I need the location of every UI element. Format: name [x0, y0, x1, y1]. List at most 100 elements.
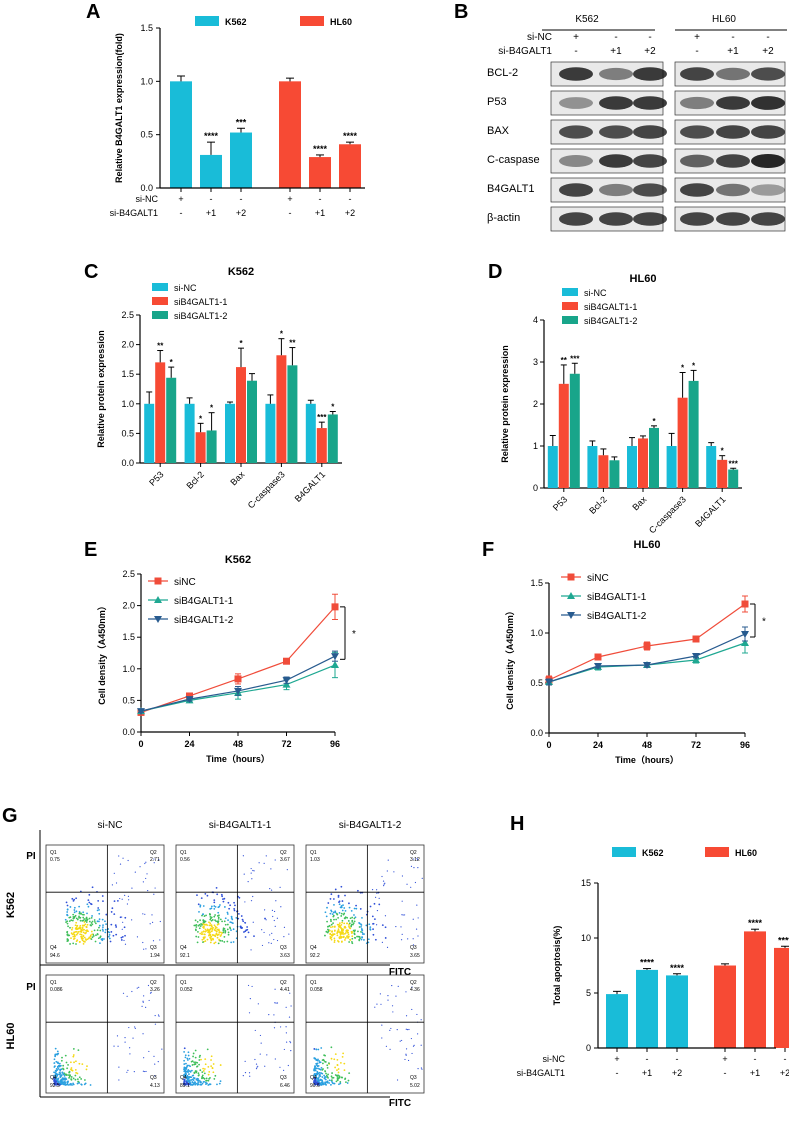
- flow-event: [229, 904, 232, 907]
- flow-event: [339, 931, 342, 934]
- quadrant-value: 3.12: [410, 857, 420, 863]
- flow-event: [217, 923, 220, 925]
- flow-event: [214, 905, 217, 908]
- flow-event: [126, 995, 128, 997]
- flow-event: [239, 926, 242, 929]
- flow-event: [283, 1069, 285, 1071]
- flow-event: [317, 1076, 320, 1079]
- x-tick-label: C-caspase3: [647, 494, 688, 535]
- flow-event: [269, 888, 271, 890]
- flow-event: [145, 861, 147, 863]
- flow-event: [322, 1068, 324, 1070]
- flow-event: [148, 1050, 150, 1053]
- y-tick-label: 2.5: [122, 569, 135, 579]
- flow-event: [230, 941, 233, 944]
- flow-event: [53, 1077, 56, 1080]
- flow-event: [229, 926, 231, 929]
- flow-event: [63, 1074, 66, 1077]
- flow-event: [273, 1027, 276, 1029]
- flow-event: [226, 911, 229, 914]
- flow-event: [325, 930, 328, 933]
- blot-band: [680, 183, 714, 197]
- flow-event: [60, 1068, 63, 1071]
- flow-event: [64, 918, 67, 921]
- flow-event: [345, 930, 348, 933]
- row-value: +2: [672, 1068, 682, 1078]
- flow-event: [402, 914, 404, 916]
- bar: [287, 365, 298, 463]
- flow-event: [348, 906, 351, 909]
- blot-row-value: -: [648, 32, 651, 43]
- flow-event: [204, 892, 207, 895]
- flow-event: [223, 920, 226, 923]
- flow-event: [82, 940, 85, 943]
- bar: [677, 397, 688, 488]
- significance-label: ****: [778, 935, 789, 945]
- flow-event: [255, 1063, 258, 1065]
- x-tick-label: 0: [138, 739, 143, 749]
- flow-event: [399, 1040, 401, 1042]
- flow-event: [265, 919, 267, 921]
- quadrant-value: 3.67: [280, 857, 290, 863]
- flow-event: [201, 1071, 204, 1074]
- flow-event: [342, 928, 345, 931]
- flow-event: [202, 1070, 205, 1072]
- flow-event: [332, 922, 334, 924]
- flow-event: [216, 936, 219, 939]
- flow-event: [316, 1073, 319, 1076]
- bar: [638, 438, 648, 488]
- flow-event: [325, 1074, 328, 1077]
- flow-event: [338, 903, 341, 906]
- panel-letter-H: H: [510, 813, 524, 835]
- flow-event: [131, 919, 133, 921]
- y-tick-label: 0.5: [140, 130, 153, 140]
- flow-event: [314, 1066, 317, 1068]
- flow-event: [369, 928, 372, 931]
- flow-event: [209, 941, 212, 944]
- flow-event: [121, 916, 123, 918]
- flow-event: [94, 940, 97, 943]
- flow-event: [381, 924, 384, 927]
- flow-event: [143, 948, 145, 950]
- flow-event: [201, 938, 204, 941]
- flow-event: [72, 913, 75, 916]
- flow-event: [87, 899, 90, 902]
- flow-event: [313, 1080, 316, 1083]
- flow-event: [92, 935, 95, 937]
- flow-event: [326, 1081, 329, 1084]
- bar: [547, 446, 558, 488]
- x-tick-label: 96: [740, 740, 750, 750]
- x-tick-label: 0: [546, 740, 551, 750]
- y-tick-label: 1.5: [121, 369, 134, 379]
- flow-event: [111, 884, 113, 886]
- flow-event: [342, 933, 344, 936]
- flow-event: [407, 1059, 410, 1062]
- flow-event: [183, 1047, 186, 1050]
- flow-event: [343, 922, 346, 925]
- legend-swatch: [152, 297, 168, 305]
- flow-event: [274, 925, 276, 927]
- flow-event: [210, 905, 213, 908]
- flow-event: [357, 930, 359, 933]
- flow-event: [75, 927, 78, 930]
- flow-event: [75, 917, 78, 920]
- flow-event: [358, 926, 361, 928]
- flow-event: [285, 1026, 287, 1028]
- flow-event: [79, 916, 82, 919]
- flow-event: [206, 938, 209, 941]
- quadrant-value: 4.13: [150, 1083, 160, 1089]
- flow-event: [336, 1079, 339, 1082]
- flow-event: [128, 1026, 130, 1029]
- flow-event: [246, 928, 249, 931]
- flow-event: [227, 933, 230, 936]
- bar: [265, 403, 276, 463]
- flow-event: [53, 1074, 56, 1077]
- chart-title: K562: [225, 554, 251, 566]
- flow-event: [55, 1075, 58, 1078]
- flow-event: [74, 1078, 77, 1081]
- flow-event: [276, 917, 278, 919]
- flow-event: [83, 928, 86, 931]
- flow-event: [96, 909, 99, 912]
- flow-event: [117, 1045, 119, 1047]
- flow-event: [70, 919, 73, 922]
